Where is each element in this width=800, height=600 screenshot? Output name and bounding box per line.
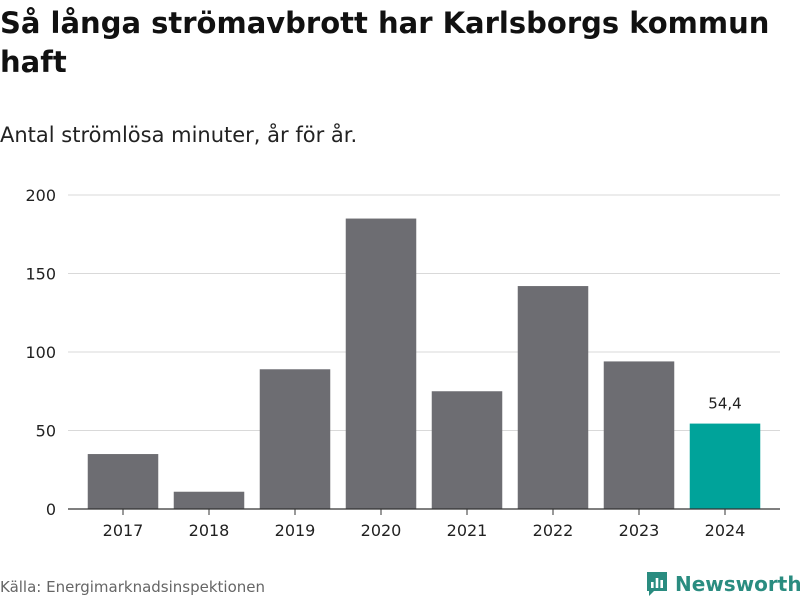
bar-2017 [87, 454, 159, 509]
chart-title: Så långa strömavbrott har Karlsborgs kom… [0, 6, 770, 79]
brand-logo: Newsworthy [645, 570, 800, 598]
y-tick-label: 100 [25, 343, 56, 362]
x-axis-ticks: 2017 2018 2019 2020 2021 2022 2023 2024 [103, 509, 746, 540]
data-label: 54,4 [708, 395, 741, 413]
bar-2022 [517, 286, 589, 509]
newsworthy-logo-icon [647, 572, 667, 596]
y-tick-label: 50 [36, 422, 56, 441]
bar-2020 [345, 218, 417, 510]
x-tick-label: 2021 [447, 521, 488, 540]
x-tick-label: 2024 [705, 521, 746, 540]
x-tick-label: 2019 [275, 521, 316, 540]
x-tick-label: 2017 [103, 521, 144, 540]
x-tick-label: 2023 [619, 521, 660, 540]
x-tick-label: 2020 [361, 521, 402, 540]
bar-2018 [173, 491, 245, 509]
brand-name: Newsworthy [675, 572, 800, 596]
bar-2024 [689, 423, 761, 509]
chart-subtitle: Antal strömlösa minuter, år för år. [0, 123, 358, 147]
y-tick-label: 200 [25, 186, 56, 205]
x-tick-label: 2022 [533, 521, 574, 540]
data-labels: 54,4 [708, 395, 741, 413]
x-tick-label: 2018 [189, 521, 230, 540]
bar-2023 [603, 361, 675, 509]
bar-chart: 0 50 100 150 200 2017 2018 2019 2020 2021 2022 202… [25, 186, 780, 540]
y-axis-ticks: 0 50 100 150 200 [25, 186, 56, 519]
y-tick-label: 0 [46, 500, 56, 519]
bar-2019 [259, 369, 331, 509]
bar-2021 [431, 391, 503, 509]
bars [87, 218, 761, 510]
source-note: Källa: Energimarknadsinspektionen [0, 578, 266, 596]
y-tick-label: 150 [25, 265, 56, 284]
